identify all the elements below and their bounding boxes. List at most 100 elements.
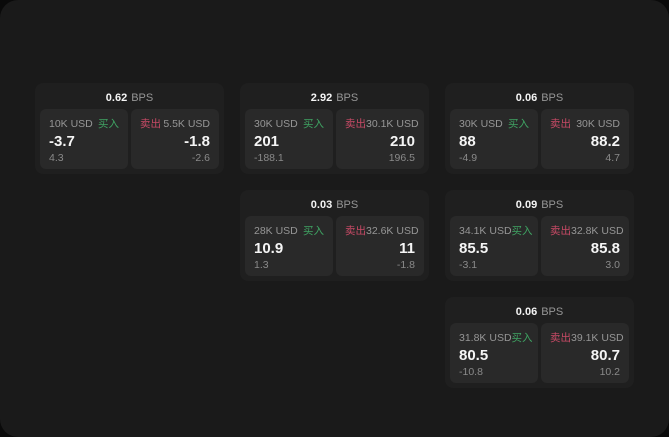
bps-unit-label: BPS — [131, 91, 154, 104]
sell-panel[interactable]: 卖出 39.1K USD 80.7 10.2 — [541, 323, 629, 383]
sell-side-label: 卖出 — [345, 225, 366, 237]
buy-panel[interactable]: 30K USD 买入 201 -188.1 — [245, 109, 333, 169]
buy-notional: 34.1K USD — [459, 224, 512, 237]
sell-price: 88.2 — [590, 133, 620, 151]
buy-panel[interactable]: 28K USD 买入 10.9 1.3 — [245, 216, 333, 276]
sell-price: -1.8 — [184, 133, 210, 151]
card-header: 0.09 BPS — [450, 196, 629, 213]
buy-panel-top: 30K USD 买入 — [254, 116, 324, 131]
sell-panel-top: 卖出 32.6K USD — [345, 223, 419, 238]
quote-panels: 30K USD 买入 88 -4.9 卖出 30K USD 88.2 4.7 — [450, 109, 629, 169]
bps-unit-label: BPS — [336, 198, 359, 211]
buy-notional: 10K USD — [49, 117, 93, 130]
sell-panel[interactable]: 卖出 30.1K USD 210 196.5 — [336, 109, 424, 169]
buy-notional: 30K USD — [459, 117, 503, 130]
buy-price: 85.5 — [459, 240, 489, 258]
sell-side-label: 卖出 — [550, 118, 571, 130]
buy-panel-top: 34.1K USD 买入 — [459, 223, 533, 238]
sell-notional: 30.1K USD — [366, 117, 419, 130]
sell-notional: 30K USD — [576, 117, 620, 130]
buy-sub-value: 1.3 — [254, 258, 269, 271]
quote-panels: 30K USD 买入 201 -188.1 卖出 30.1K USD 210 1… — [245, 109, 424, 169]
buy-side-label: 买入 — [511, 225, 533, 237]
bps-value: 0.06 — [515, 91, 538, 104]
sell-sub-value: 4.7 — [605, 151, 620, 164]
buy-panel[interactable]: 10K USD 买入 -3.7 4.3 — [40, 109, 128, 169]
sell-price: 80.7 — [590, 347, 620, 365]
buy-notional: 28K USD — [254, 224, 298, 237]
card-header: 0.06 BPS — [450, 303, 629, 320]
quote-card: 0.09 BPS 34.1K USD 买入 85.5 -3.1 卖出 32.8K… — [445, 190, 634, 281]
bps-value: 0.09 — [515, 198, 538, 211]
sell-panel-top: 卖出 32.8K USD — [550, 223, 624, 238]
sell-price: 11 — [399, 240, 415, 258]
sell-sub-value: -2.6 — [191, 151, 210, 164]
buy-side-label: 买入 — [303, 118, 324, 130]
sell-notional: 32.6K USD — [366, 224, 419, 237]
bps-unit-label: BPS — [541, 91, 564, 104]
quote-card: 2.92 BPS 30K USD 买入 201 -188.1 卖出 30.1K … — [240, 83, 429, 174]
card-header: 0.06 BPS — [450, 89, 629, 106]
sell-notional: 5.5K USD — [163, 117, 210, 130]
buy-panel-top: 30K USD 买入 — [459, 116, 529, 131]
card-header: 0.62 BPS — [40, 89, 219, 106]
buy-panel-top: 28K USD 买入 — [254, 223, 324, 238]
bps-unit-label: BPS — [541, 198, 564, 211]
buy-sub-value: -10.8 — [459, 365, 483, 378]
bps-value: 0.62 — [105, 91, 128, 104]
cards-grid: 0.62 BPS 10K USD 买入 -3.7 4.3 卖出 5.5K USD… — [35, 83, 634, 388]
bps-value: 0.03 — [310, 198, 333, 211]
buy-sub-value: -188.1 — [254, 151, 284, 164]
sell-sub-value: 196.5 — [388, 151, 415, 164]
sell-panel[interactable]: 卖出 5.5K USD -1.8 -2.6 — [131, 109, 219, 169]
buy-side-label: 买入 — [508, 118, 529, 130]
quote-card: 0.06 BPS 31.8K USD 买入 80.5 -10.8 卖出 39.1… — [445, 297, 634, 388]
buy-price: 88 — [459, 133, 476, 151]
sell-price: 85.8 — [590, 240, 620, 258]
buy-price: 201 — [254, 133, 280, 151]
buy-panel-top: 31.8K USD 买入 — [459, 330, 533, 345]
bps-value: 2.92 — [310, 91, 333, 104]
buy-side-label: 买入 — [98, 118, 119, 130]
card-header: 0.03 BPS — [245, 196, 424, 213]
sell-sub-value: 10.2 — [599, 365, 620, 378]
sell-side-label: 卖出 — [550, 332, 571, 344]
quote-panels: 31.8K USD 买入 80.5 -10.8 卖出 39.1K USD 80.… — [450, 323, 629, 383]
buy-sub-value: -4.9 — [459, 151, 478, 164]
bps-unit-label: BPS — [541, 305, 564, 318]
quote-card: 0.06 BPS 30K USD 买入 88 -4.9 卖出 30K USD 8… — [445, 83, 634, 174]
sell-panel-top: 卖出 30.1K USD — [345, 116, 419, 131]
quote-card: 0.62 BPS 10K USD 买入 -3.7 4.3 卖出 5.5K USD… — [35, 83, 224, 174]
sell-panel-top: 卖出 39.1K USD — [550, 330, 624, 345]
buy-price: 80.5 — [459, 347, 489, 365]
card-header: 2.92 BPS — [245, 89, 424, 106]
sell-price: 210 — [389, 133, 415, 151]
sell-sub-value: 3.0 — [605, 258, 620, 271]
quote-panels: 34.1K USD 买入 85.5 -3.1 卖出 32.8K USD 85.8… — [450, 216, 629, 276]
buy-side-label: 买入 — [511, 332, 533, 344]
quote-card: 0.03 BPS 28K USD 买入 10.9 1.3 卖出 32.6K US… — [240, 190, 429, 281]
quote-panels: 28K USD 买入 10.9 1.3 卖出 32.6K USD 11 -1.8 — [245, 216, 424, 276]
sell-side-label: 卖出 — [345, 118, 366, 130]
sell-side-label: 卖出 — [140, 118, 161, 130]
buy-panel[interactable]: 31.8K USD 买入 80.5 -10.8 — [450, 323, 538, 383]
sell-panel[interactable]: 卖出 32.8K USD 85.8 3.0 — [541, 216, 629, 276]
sell-sub-value: -1.8 — [396, 258, 415, 271]
buy-price: -3.7 — [49, 133, 75, 151]
buy-sub-value: -3.1 — [459, 258, 478, 271]
buy-price: 10.9 — [254, 240, 284, 258]
sell-panel[interactable]: 卖出 32.6K USD 11 -1.8 — [336, 216, 424, 276]
sell-side-label: 卖出 — [550, 225, 571, 237]
buy-notional: 31.8K USD — [459, 331, 512, 344]
quote-panels: 10K USD 买入 -3.7 4.3 卖出 5.5K USD -1.8 -2.… — [40, 109, 219, 169]
sell-panel-top: 卖出 30K USD — [550, 116, 620, 131]
buy-sub-value: 4.3 — [49, 151, 64, 164]
sell-notional: 32.8K USD — [571, 224, 624, 237]
buy-panel[interactable]: 34.1K USD 买入 85.5 -3.1 — [450, 216, 538, 276]
bps-unit-label: BPS — [336, 91, 359, 104]
buy-panel[interactable]: 30K USD 买入 88 -4.9 — [450, 109, 538, 169]
buy-side-label: 买入 — [303, 225, 324, 237]
sell-panel[interactable]: 卖出 30K USD 88.2 4.7 — [541, 109, 629, 169]
bps-value: 0.06 — [515, 305, 538, 318]
